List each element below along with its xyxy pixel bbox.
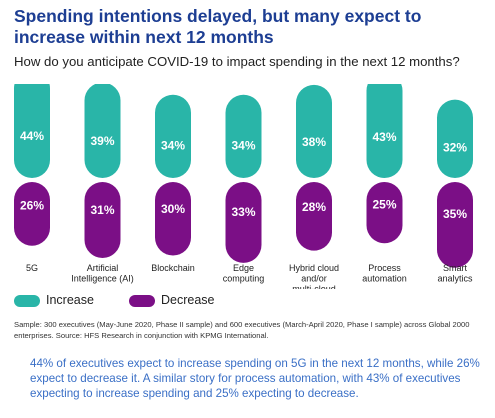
bar-decrease [155, 182, 191, 256]
data-label-decrease: 25% [372, 197, 396, 211]
bar-increase [296, 84, 332, 178]
category-label-line: multi-cloud [292, 284, 336, 289]
data-label-increase: 39% [90, 134, 114, 148]
category-label-line: and/or [301, 274, 327, 284]
data-label-decrease: 35% [443, 207, 467, 221]
bar-increase [14, 84, 50, 178]
category-label: Blockchain [151, 263, 195, 273]
chart-subtitle: How do you anticipate COVID-19 to impact… [14, 54, 460, 69]
category-label-line: Process [368, 263, 401, 273]
category-label-line: 5G [26, 263, 38, 273]
category-label-line: Hybrid cloud [289, 263, 339, 273]
category-label-line: Smart [443, 263, 468, 273]
data-label-decrease: 26% [20, 198, 44, 212]
category-label: Smart analytics [437, 263, 473, 284]
legend-label-decrease: Decrease [161, 293, 215, 307]
bar-decrease [84, 182, 121, 258]
bar-decrease [225, 182, 262, 263]
category-label: 5G [26, 263, 38, 273]
bar-decrease [366, 182, 403, 244]
data-label-increase: 34% [231, 139, 255, 153]
data-label-decrease: 31% [90, 203, 114, 217]
data-label-increase: 34% [161, 139, 185, 153]
bar-increase [437, 99, 473, 178]
data-label-decrease: 28% [302, 200, 326, 214]
category-label-line: computing [223, 274, 265, 284]
legend-swatch-increase [14, 295, 40, 307]
bar-chart: 44% 26% 5G 39% 31% Artificial Intelligence (AI… [14, 84, 473, 289]
bar-decrease [437, 182, 473, 268]
category-label-line: Artificial [87, 263, 119, 273]
bar-decrease [296, 182, 332, 251]
data-label-decrease: 30% [161, 202, 185, 216]
category-label-line: automation [362, 274, 407, 284]
category-label-line: Intelligence (AI) [71, 274, 134, 284]
chart-title: Spending intentions delayed, but many ex… [14, 6, 422, 47]
category-label-line: analytics [437, 274, 473, 284]
bar-increase [366, 84, 403, 178]
data-label-increase: 43% [372, 130, 396, 144]
callout-text: 44% of executives expect to increase spe… [30, 357, 480, 400]
data-label-increase: 38% [302, 135, 326, 149]
bar-increase [225, 94, 262, 178]
source-note: Sample: 300 executives (May-June 2020, P… [14, 320, 470, 340]
bar-increase [155, 94, 191, 178]
legend-label-increase: Increase [46, 293, 94, 307]
category-label: Edge computing [223, 263, 265, 284]
legend-swatch-decrease [129, 295, 155, 307]
category-label: Artificial Intelligence (AI) [71, 263, 134, 284]
data-label-increase: 32% [443, 140, 467, 154]
category-label-line: Blockchain [151, 263, 195, 273]
category-label: Process automation [362, 263, 407, 284]
category-label-line: Edge [233, 263, 254, 273]
data-label-decrease: 33% [231, 205, 255, 219]
category-label: Hybrid cloud and/or multi-cloud [289, 263, 339, 289]
data-label-increase: 44% [20, 129, 44, 143]
bar-decrease [14, 182, 50, 246]
bar-increase [84, 84, 121, 178]
